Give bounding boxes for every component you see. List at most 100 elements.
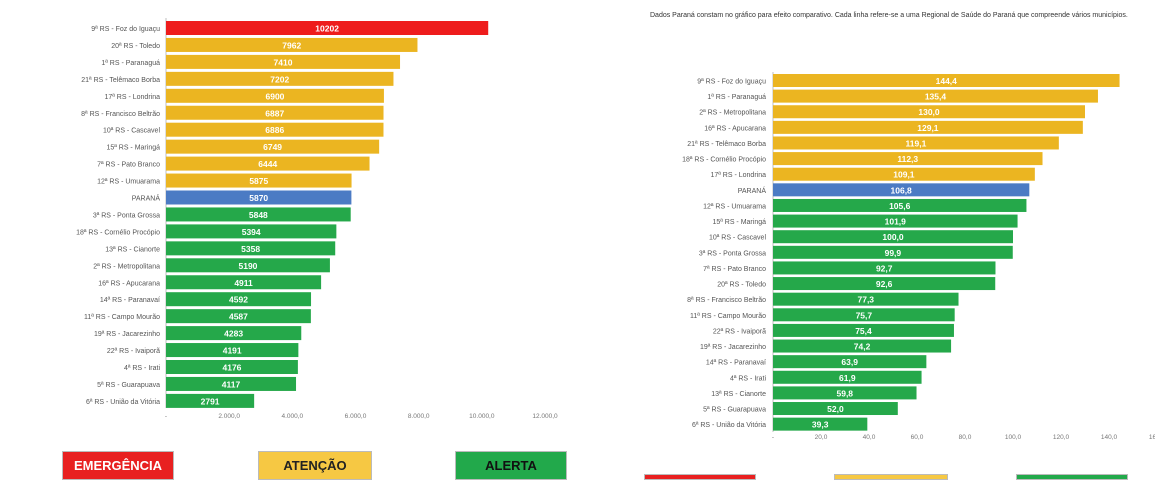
chart2-x-tick-label: 140,0 [1101, 434, 1118, 441]
chart2-category-label: 7ª RS - Pato Branco [703, 266, 766, 273]
chart2-category-label: 21ª RS - Telêmaco Borba [687, 141, 766, 148]
chart2-bar [773, 292, 959, 306]
chart2-value-label: 61,9 [839, 373, 856, 383]
chart1-category-label: 12ª RS - Umuarama [97, 179, 160, 186]
chart2-value-label: 75,4 [855, 326, 872, 336]
chart2-x-tick-label: 120,0 [1053, 434, 1070, 441]
chart1-category-label: PARANÁ [132, 194, 161, 203]
chart2-category-label: 2ª RS - Metropolitana [699, 110, 766, 117]
chart2-bar [773, 214, 1018, 228]
chart1-x-tick-label: 6.000,0 [345, 413, 367, 420]
chart2-value-label: 52,0 [827, 404, 844, 414]
chart2-category-label: 9ª RS - Foz do Iguaçu [697, 79, 766, 86]
chart2-value-label: 59,8 [836, 388, 853, 398]
chart1-value-label: 5875 [249, 176, 268, 186]
chart2-value-label: 92,6 [876, 279, 893, 289]
chart2-category-label: 8ª RS - Francisco Beltrão [687, 297, 766, 304]
chart1-bar [166, 88, 384, 103]
chart2-bar [773, 183, 1030, 197]
chart1-value-label: 7410 [274, 57, 293, 67]
chart2-category-label: 12ª RS - Umuarama [703, 203, 766, 210]
chart2-value-label: 101,9 [885, 217, 907, 227]
chart1-category-label: 9ª RS - Foz do Iguaçu [91, 26, 160, 33]
chart1-bar [166, 207, 351, 222]
chart1-category-label: 8ª RS - Francisco Beltrão [81, 111, 160, 118]
chart1-bar [166, 360, 298, 374]
legend-emergencia-right: EMERGÊNCIA [644, 474, 756, 480]
chart1-value-label: 2791 [201, 396, 220, 406]
chart2-value-label: 112,3 [897, 154, 918, 164]
chart2-bar [773, 417, 868, 431]
chart1-bar [166, 258, 330, 273]
chart2-bar [773, 89, 1098, 103]
legend-emergencia-left: EMERGÊNCIA [62, 451, 174, 480]
chart2-bar [773, 261, 996, 275]
chart1-x-tick-label: 8.000,0 [408, 413, 430, 420]
chart1-category-label: 19ª RS - Jacarezinho [94, 331, 160, 338]
chart2-category-label: 11ª RS - Campo Mourão [690, 313, 766, 320]
chart2-x-tick-label: 60,0 [911, 434, 924, 441]
chart2-bar [773, 74, 1120, 87]
chart2-category-label: 15ª RS - Maringá [712, 219, 766, 226]
chart2-x-tick-label: 40,0 [863, 434, 876, 441]
chart1-value-label: 6887 [265, 108, 284, 118]
chart2-category-label: PARANÁ [738, 186, 767, 195]
chart2-value-label: 105,6 [889, 201, 911, 211]
chart2-category-label: 5ª RS - Guarapuava [703, 407, 766, 414]
chart2-bar [773, 402, 898, 416]
chart2-bar [773, 245, 1013, 259]
chart2-bar [773, 105, 1085, 119]
chart1-category-label: 18ª RS - Cornélio Procópio [76, 229, 160, 236]
chart1-x-tick-label: 4.000,0 [281, 413, 303, 420]
chart2-value-label: 135,4 [925, 92, 947, 102]
chart2-value-label: 119,1 [906, 138, 927, 148]
chart2-value-label: 75,7 [856, 310, 873, 320]
chart2-value-label: 99,9 [885, 248, 902, 258]
legend-alerta-right: ALERTA [1016, 474, 1128, 480]
chart1-bar [166, 122, 384, 137]
chart1-category-label: 17ª RS - Londrina [104, 94, 160, 101]
chart1-category-label: 2ª RS - Metropolitana [93, 263, 160, 270]
chart2-bar [773, 152, 1043, 166]
chart2-bar [773, 120, 1083, 134]
chart2-x-tick-label: - [772, 434, 774, 441]
chart1-value-label: 5848 [249, 210, 268, 220]
chart1-value-label: 4117 [222, 379, 241, 389]
chart1-bar [166, 275, 322, 290]
legend-alerta-left: ALERTA [455, 451, 567, 480]
chart1-bar [166, 241, 336, 256]
chart1-category-label: 10ª RS - Cascavel [103, 128, 161, 135]
chart1-category-label: 15ª RS - Maringá [106, 145, 160, 152]
chart1-value-label: 4587 [229, 312, 248, 322]
chart2-category-label: 17ª RS - Londrina [710, 172, 766, 179]
chart2-bar [773, 355, 927, 369]
chart2-bar [773, 230, 1013, 244]
chart2-bar [773, 323, 954, 337]
chart2-value-label: 130,0 [918, 107, 940, 117]
chart2-x-tick-label: 160,0 [1149, 434, 1155, 441]
chart1-bar [166, 326, 302, 341]
chart2-value-label: 77,3 [857, 295, 874, 305]
chart2-bar [773, 277, 996, 291]
chart1-value-label: 4911 [234, 278, 253, 288]
chart1-value-label: 5358 [241, 244, 260, 254]
chart2-x-tick-label: 100,0 [1005, 434, 1022, 441]
chart1-category-label: 11ª RS - Campo Mourão [84, 314, 160, 321]
chart1-category-label: 20ª RS - Toledo [111, 43, 160, 50]
chart1-bar [166, 156, 370, 171]
chart2-value-label: 100,0 [882, 232, 904, 242]
chart2-category-label: 10ª RS - Cascavel [709, 235, 767, 242]
chart1-category-label: 21ª RS - Telêmaco Borba [81, 77, 160, 84]
legend-atencao-right: ATENÇÃO [834, 474, 948, 480]
comparison-note: Dados Paraná constam no gráfico para efe… [650, 12, 1128, 19]
chart2-x-tick-label: 20,0 [815, 434, 828, 441]
chart1-bar [166, 393, 255, 408]
chart2-category-label: 13ª RS - Cianorte [711, 391, 766, 398]
chart1-category-label: 4ª RS - Irati [124, 365, 160, 372]
chart1-bar [166, 292, 312, 307]
chart1-bar [166, 105, 384, 120]
chart1-category-label: 7ª RS - Pato Branco [97, 162, 160, 169]
chart2-category-label: 1ª RS - Paranaguá [707, 94, 766, 101]
chart1-value-label: 6900 [266, 91, 285, 101]
